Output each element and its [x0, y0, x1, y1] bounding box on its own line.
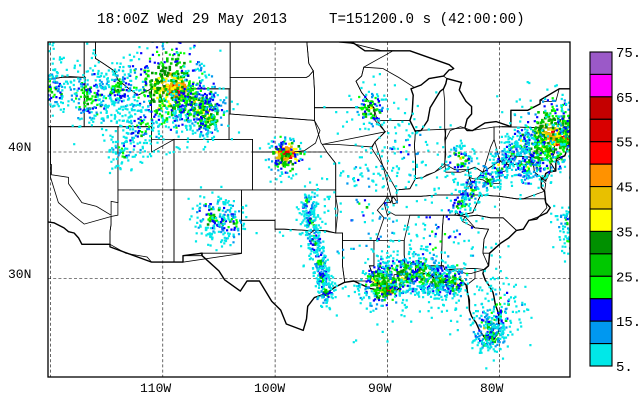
- svg-text:25.: 25.: [616, 270, 640, 286]
- svg-text:110W: 110W: [140, 381, 171, 396]
- svg-text:45.: 45.: [616, 181, 640, 197]
- svg-text:15.: 15.: [616, 315, 640, 331]
- svg-text:35.: 35.: [616, 225, 640, 241]
- svg-text:30N: 30N: [8, 267, 31, 282]
- svg-text:65.: 65.: [616, 91, 640, 107]
- svg-text:80W: 80W: [480, 381, 504, 396]
- svg-text:90W: 90W: [368, 381, 392, 396]
- svg-text:100W: 100W: [254, 381, 285, 396]
- svg-text:5.: 5.: [616, 360, 633, 376]
- svg-text:75.: 75.: [616, 46, 640, 62]
- svg-text:55.: 55.: [616, 136, 640, 152]
- svg-text:40N: 40N: [8, 140, 31, 155]
